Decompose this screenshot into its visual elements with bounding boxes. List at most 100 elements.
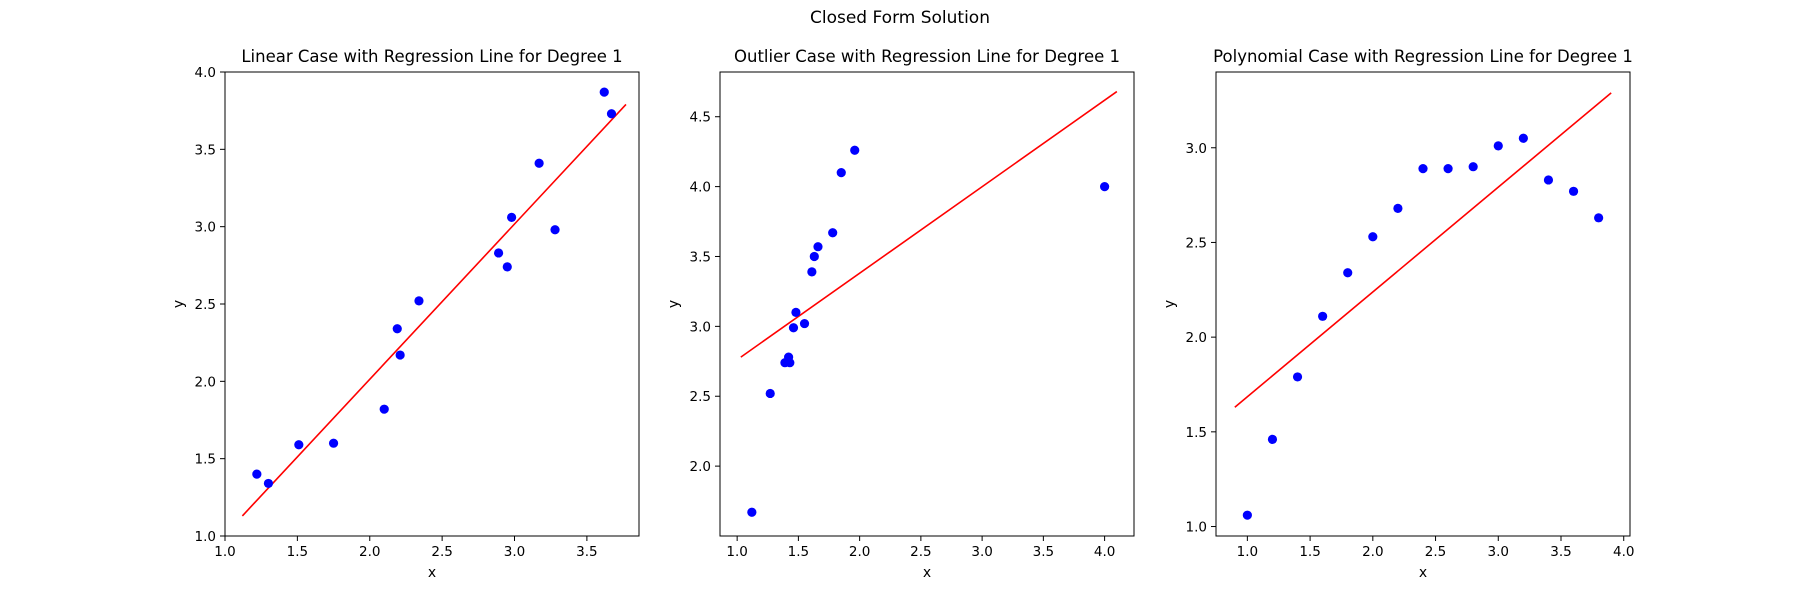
data-point: [414, 296, 424, 306]
data-point: [813, 242, 823, 252]
y-axis-label: y: [666, 300, 682, 308]
x-axis-label: x: [1419, 565, 1427, 581]
data-point: [392, 324, 402, 334]
data-point: [1468, 162, 1478, 172]
y-tick-label: 1.5: [195, 452, 216, 468]
x-tick-label: 1.5: [287, 544, 308, 560]
y-tick-label: 3.0: [1186, 141, 1207, 157]
data-point: [1343, 268, 1353, 278]
data-point: [1418, 163, 1428, 174]
axes-frame: [1215, 71, 1631, 537]
y-tick-label: 4.0: [690, 180, 711, 196]
y-tick-label: 2.5: [690, 389, 711, 405]
data-point: [1292, 372, 1303, 382]
data-point: [1368, 232, 1378, 242]
y-tick-label: 2.0: [195, 374, 216, 390]
data-point: [379, 404, 389, 414]
x-tick-label: 3.5: [576, 544, 597, 560]
y-axis-label: y: [1162, 300, 1178, 308]
data-point: [807, 267, 817, 277]
y-tick-label: 1.0: [1186, 520, 1207, 536]
x-tick-label: 3.5: [1033, 544, 1054, 560]
data-point: [395, 350, 405, 360]
data-point: [747, 507, 757, 517]
y-tick-label: 3.5: [195, 142, 216, 158]
data-point: [836, 168, 846, 178]
y-tick-label: 3.5: [690, 249, 711, 265]
x-tick-label: 3.0: [971, 544, 992, 560]
x-tick-label: 2.0: [359, 544, 380, 560]
x-tick-label: 1.5: [788, 544, 809, 560]
axes-frame: [719, 71, 1135, 537]
y-axis-label: y: [171, 300, 187, 308]
data-point: [252, 469, 262, 479]
data-point: [765, 388, 775, 399]
regression-line: [740, 90, 1118, 358]
x-tick-label: 2.5: [431, 544, 452, 560]
data-point: [1242, 510, 1252, 520]
data-point: [799, 318, 810, 329]
subplot-3: Polynomial Case with Regression Line for…: [1162, 47, 1634, 581]
data-point: [507, 212, 517, 222]
x-tick-label: 2.0: [1362, 544, 1383, 560]
y-tick-label: 2.0: [690, 459, 711, 475]
data-point: [788, 323, 799, 333]
subplot-1: Linear Case with Regression Line for Deg…: [171, 47, 640, 581]
y-tick-label: 1.0: [195, 529, 216, 545]
y-tick-label: 1.5: [1186, 425, 1207, 441]
y-tick-label: 4.0: [195, 65, 216, 81]
x-tick-label: 1.5: [1299, 544, 1320, 560]
data-point: [1318, 311, 1328, 321]
data-point: [1100, 182, 1110, 192]
data-point: [1267, 434, 1278, 445]
regression-line: [1234, 92, 1612, 408]
data-point: [1493, 141, 1503, 151]
data-point: [785, 358, 795, 368]
data-point: [493, 248, 504, 258]
data-point: [1543, 175, 1554, 185]
x-tick-label: 4.0: [1613, 544, 1634, 560]
y-tick-label: 3.0: [195, 220, 216, 236]
x-tick-label: 1.0: [726, 544, 747, 560]
x-tick-label: 1.0: [214, 544, 235, 560]
subplot-title: Polynomial Case with Regression Line for…: [1213, 47, 1633, 66]
data-point: [534, 158, 544, 168]
data-point: [263, 478, 274, 489]
x-tick-label: 4.0: [1094, 544, 1115, 560]
data-point: [791, 307, 801, 317]
x-axis-label: x: [923, 565, 931, 581]
axes-frame: [224, 71, 640, 537]
x-tick-label: 2.5: [1425, 544, 1446, 560]
data-point: [294, 440, 304, 450]
y-tick-label: 3.0: [690, 319, 711, 335]
data-point: [328, 438, 339, 448]
x-axis-label: x: [428, 565, 436, 581]
regression-line: [241, 103, 627, 517]
y-tick-label: 2.5: [195, 297, 216, 313]
x-tick-label: 3.5: [1550, 544, 1571, 560]
x-tick-label: 2.5: [910, 544, 931, 560]
data-point: [1393, 203, 1403, 213]
data-point: [599, 87, 609, 97]
data-point: [550, 225, 560, 235]
data-point: [850, 145, 860, 155]
data-point: [1443, 163, 1453, 174]
data-point: [606, 109, 617, 119]
y-tick-label: 2.5: [1186, 235, 1207, 251]
data-point: [1518, 133, 1528, 143]
data-point: [828, 228, 838, 238]
x-tick-label: 1.0: [1237, 544, 1258, 560]
data-point: [1594, 213, 1604, 223]
subplot-title: Outlier Case with Regression Line for De…: [734, 47, 1120, 66]
subplot-title: Linear Case with Regression Line for Deg…: [241, 47, 622, 66]
y-tick-label: 2.0: [1186, 330, 1207, 346]
data-point: [1568, 186, 1579, 196]
x-tick-label: 3.0: [1488, 544, 1509, 560]
data-point: [502, 262, 512, 272]
y-tick-label: 4.5: [690, 110, 711, 126]
figure-title: Closed Form Solution: [810, 8, 990, 28]
x-tick-label: 3.0: [504, 544, 525, 560]
data-point: [809, 251, 819, 262]
